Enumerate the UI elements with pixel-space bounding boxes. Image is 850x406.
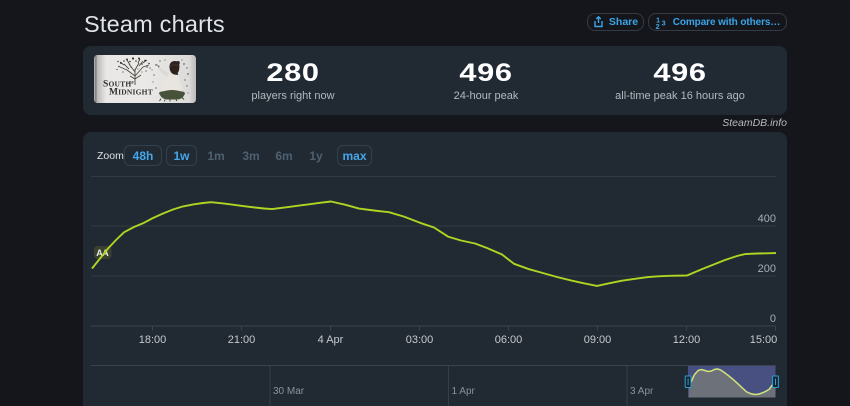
svg-text:09:00: 09:00: [584, 334, 612, 346]
svg-text:0: 0: [770, 313, 776, 325]
svg-text:15:00: 15:00: [750, 334, 778, 346]
svg-text:200: 200: [758, 263, 776, 275]
svg-text:3 Apr: 3 Apr: [630, 386, 654, 397]
svg-text:1: 1: [656, 16, 660, 25]
svg-text:SOUTH: SOUTH: [103, 80, 131, 90]
svg-text:1 Apr: 1 Apr: [452, 386, 476, 397]
svg-text:06:00: 06:00: [495, 334, 523, 346]
svg-text:MIDNIGHT: MIDNIGHT: [109, 88, 153, 98]
svg-text:3: 3: [661, 18, 665, 27]
svg-text:A: A: [102, 248, 109, 258]
svg-text:03:00: 03:00: [406, 334, 434, 346]
svg-text:A: A: [96, 248, 103, 258]
svg-text:12:00: 12:00: [673, 334, 701, 346]
svg-text:OF: OF: [129, 80, 135, 85]
svg-text:21:00: 21:00: [228, 334, 256, 346]
svg-text:18:00: 18:00: [139, 334, 167, 346]
svg-text:400: 400: [758, 213, 776, 225]
svg-text:30 Mar: 30 Mar: [273, 386, 305, 397]
svg-text:4 Apr: 4 Apr: [318, 334, 344, 346]
svg-text:2: 2: [655, 22, 659, 29]
